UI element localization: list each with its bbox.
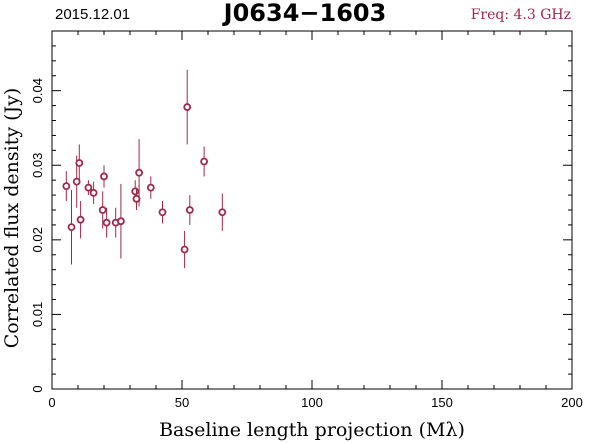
point-marker: [135, 168, 144, 177]
x-tick-label: 0: [48, 395, 55, 410]
observation-date: 2015.12.01: [55, 6, 130, 23]
point-marker: [183, 103, 192, 111]
point-marker: [218, 208, 227, 217]
point-marker: [158, 208, 167, 217]
data-point: [200, 146, 209, 177]
point-marker: [76, 215, 85, 224]
point-marker: [146, 183, 155, 192]
data-point: [185, 195, 194, 225]
point-marker: [67, 223, 76, 232]
data-point: [84, 180, 93, 196]
data-point: [146, 176, 155, 199]
point-marker: [180, 245, 189, 254]
point-marker: [131, 187, 140, 196]
y-axis-label: Correlated flux density (Jy): [1, 88, 23, 349]
data-point: [180, 230, 189, 269]
point-marker: [62, 182, 71, 191]
axis-ticks: 0 50 100 150 200 0 0.01 0.02 0.03 0.04: [30, 30, 583, 410]
x-axis-label: Baseline length projection (Mλ): [159, 419, 465, 441]
point-marker: [117, 217, 125, 226]
data-point: [62, 171, 71, 202]
chart-title: J0634−1603: [222, 0, 387, 27]
x-tick-label: 50: [175, 395, 189, 410]
point-marker: [75, 159, 84, 167]
x-tick-label: 150: [431, 395, 453, 410]
x-tick-label: 100: [301, 395, 323, 410]
data-point: [218, 193, 227, 231]
plot-frame: [51, 30, 573, 390]
y-tick-label: 0.03: [30, 153, 45, 178]
point-marker: [84, 183, 93, 192]
point-marker: [200, 157, 209, 166]
point-marker: [100, 172, 108, 181]
data-point: [89, 181, 98, 205]
point-marker: [72, 177, 81, 186]
point-marker: [98, 206, 107, 214]
x-tick-label: 200: [561, 395, 583, 410]
data-point: [98, 191, 107, 229]
data-point: [117, 183, 125, 259]
data-point: [76, 201, 85, 239]
data-point: [102, 207, 111, 238]
data-point: [158, 201, 167, 224]
data-point: [135, 139, 144, 207]
y-tick-label: 0.04: [30, 78, 45, 103]
data-point: [183, 69, 192, 145]
point-marker: [89, 188, 98, 197]
y-tick-label: 0.02: [30, 227, 45, 252]
data-point: [100, 165, 108, 188]
frequency-label: Freq: 4.3 GHz: [471, 7, 571, 23]
data-points: [62, 69, 227, 269]
point-marker: [185, 206, 194, 214]
point-marker: [102, 218, 111, 227]
data-point: [75, 144, 84, 182]
data-point: [67, 189, 76, 265]
y-tick-label: 0: [30, 385, 45, 392]
y-tick-label: 0.01: [30, 302, 45, 327]
